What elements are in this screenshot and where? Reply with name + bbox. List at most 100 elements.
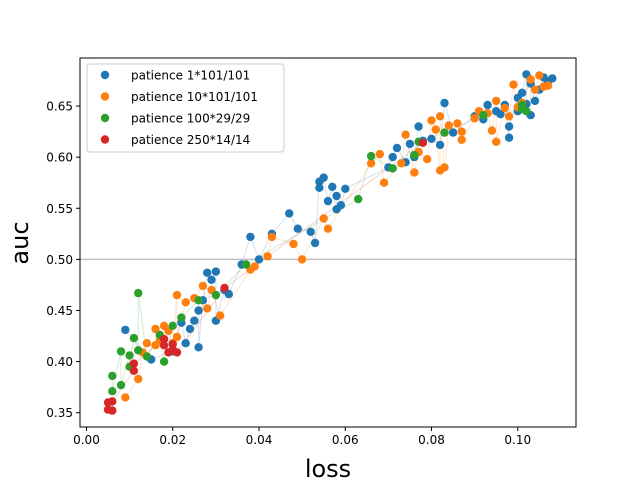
point-s0-22 [306,227,315,236]
point-s1-47 [492,96,501,106]
point-s1-50 [504,112,514,121]
point-s1-10 [172,290,182,300]
point-s0-10 [203,268,212,277]
legend: patience 1*101/101 patience 10*101/101 pat… [86,63,285,153]
point-s3-4 [129,366,139,375]
point-s0-31 [336,201,346,210]
point-s3-3 [108,397,117,406]
x-tick-label-4: 0.08 [418,433,445,447]
point-s1-12 [181,298,190,307]
point-s1-49 [500,103,509,113]
point-s1-25 [323,224,333,233]
point-s0-44 [448,128,458,137]
point-s1-58 [543,81,553,90]
point-s0-43 [440,98,449,108]
point-s1-54 [526,75,535,84]
legend-marker-0 [100,70,110,80]
point-s3-13 [418,138,428,147]
point-s0-52 [504,122,514,131]
point-s2-18 [366,151,376,161]
point-s2-25 [517,100,527,110]
point-s1-22 [289,239,298,249]
x-axis-label: loss [305,455,351,480]
point-s1-24 [319,214,328,223]
point-s2-1 [108,387,117,396]
point-s1-30 [401,130,410,139]
x-tick-label-3: 0.06 [332,433,359,447]
point-s0-21 [293,224,302,233]
point-s0-23 [310,238,320,248]
y-axis-label: auc [6,221,34,264]
point-s2-0 [108,371,117,381]
point-s0-15 [224,289,233,299]
point-s0-11 [207,275,216,284]
point-s0-5 [185,324,195,334]
point-s0-6 [190,316,199,325]
point-s1-43 [470,114,479,123]
point-s0-41 [427,134,436,143]
point-s0-28 [328,182,337,191]
point-s0-51 [504,133,514,142]
point-s2-12 [168,321,177,330]
point-s1-23 [297,255,307,264]
y-axis-ticks: 0.35 0.40 0.45 0.50 0.55 0.60 0.65 [46,100,80,420]
point-s0-47 [483,100,492,110]
point-s2-7 [134,346,143,355]
point-s0-25 [315,183,324,192]
point-s2-16 [241,260,251,269]
legend-marker-2 [100,113,110,123]
y-tick-label-4: 0.55 [46,202,73,216]
point-s1-39 [444,121,453,130]
point-s1-29 [397,159,406,168]
x-axis-ticks: 0.00 0.02 0.04 0.06 0.08 0.10 [73,427,531,447]
y-tick-label-0: 0.35 [46,406,73,420]
point-s0-42 [435,140,445,150]
point-s3-12 [220,283,229,293]
point-s0-32 [341,184,350,193]
point-s1-35 [431,125,440,134]
point-s0-37 [405,139,415,149]
point-s1-38 [440,163,449,172]
point-s2-22 [440,128,449,137]
point-s2-4 [125,351,134,360]
legend-label-2: patience 100*29/29 [131,112,250,126]
point-s2-11 [159,357,169,366]
point-s2-9 [142,352,152,361]
y-tick-label-5: 0.60 [46,151,73,165]
point-s1-51 [509,80,518,89]
point-s3-7 [159,341,169,350]
point-s1-15 [203,304,212,313]
point-s1-28 [379,178,389,187]
point-s0-49 [496,110,505,119]
y-tick-label-1: 0.40 [46,355,73,369]
point-s0-7 [194,306,203,315]
legend-label-3: patience 250*14/14 [131,133,250,147]
point-s1-3 [142,339,152,348]
point-s3-5 [129,359,139,368]
point-s1-46 [487,126,497,135]
point-s2-20 [410,150,419,160]
point-s0-17 [246,232,255,242]
point-s0-39 [414,122,423,131]
point-s1-20 [263,252,272,261]
legend-marker-3 [100,135,110,144]
point-s0-0 [121,325,130,335]
legend-label-0: patience 1*101/101 [131,69,250,83]
point-s1-4 [151,324,160,334]
point-s2-2 [116,347,126,356]
point-s0-35 [392,143,402,153]
point-s0-4 [181,339,190,348]
legend-box [86,63,285,153]
legend-label-1: patience 10*101/101 [131,90,258,104]
point-s0-12 [211,267,221,276]
point-s1-56 [535,71,544,80]
point-s1-17 [216,311,225,320]
point-s3-11 [172,348,182,357]
point-s3-6 [159,334,169,344]
point-s1-42 [457,135,466,144]
point-s0-34 [388,152,397,162]
point-s0-55 [517,88,527,98]
y-tick-label-2: 0.45 [46,304,73,318]
